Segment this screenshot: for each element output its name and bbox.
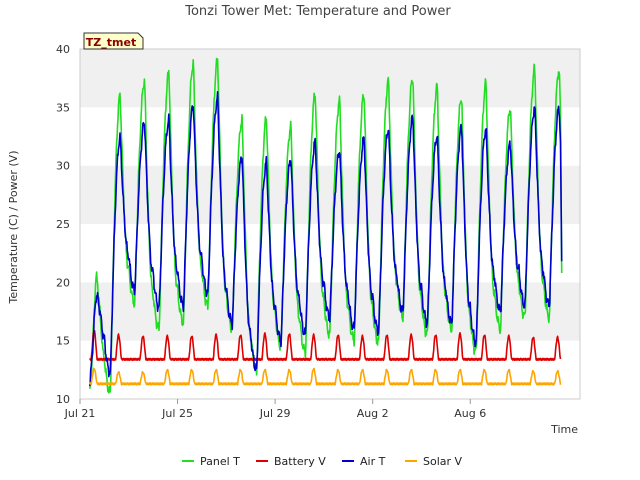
- series-layer: [89, 57, 563, 394]
- x-axis-label: Time: [550, 423, 578, 436]
- y-tick-label: 35: [56, 101, 70, 114]
- series-line-panel-t: [89, 57, 563, 394]
- y-tick-label: 10: [56, 393, 70, 406]
- chart-title: Tonzi Tower Met: Temperature and Power: [184, 4, 451, 19]
- series-line-solar-v: [89, 367, 562, 386]
- y-tick-label: 15: [56, 335, 70, 348]
- y-ticks: 10 15 20 25 30 35 40: [56, 43, 70, 406]
- y-axis-label: Temperature (C) / Power (V): [7, 150, 20, 304]
- series-line-battery-v: [89, 330, 562, 362]
- legend: Panel T Battery V Air T Solar V: [182, 455, 463, 468]
- y-tick-label: 30: [56, 160, 70, 173]
- legend-item: Solar V: [405, 455, 463, 468]
- legend-label: Solar V: [423, 455, 463, 468]
- legend-item: Panel T: [182, 455, 240, 468]
- y-tick-label: 25: [56, 218, 70, 231]
- series-line-air-t: [89, 91, 563, 387]
- y-tick-label: 40: [56, 43, 70, 56]
- x-tick-label: Aug 6: [454, 407, 486, 420]
- legend-label: Panel T: [200, 455, 240, 468]
- grid-band: [80, 49, 580, 108]
- legend-label: Air T: [360, 455, 386, 468]
- plot-frame: [79, 48, 581, 400]
- y-tick-label: 20: [56, 276, 70, 289]
- station-tag: TZ_tmet: [83, 32, 144, 50]
- grid-band: [80, 224, 580, 283]
- x-tick-label: Jul 25: [161, 407, 193, 420]
- x-ticks: Jul 21 Jul 25 Jul 29 Aug 2 Aug 6: [64, 399, 486, 420]
- station-tag-label: TZ_tmet: [86, 36, 136, 49]
- legend-label: Battery V: [274, 455, 326, 468]
- grid-band: [80, 107, 580, 166]
- legend-item: Battery V: [256, 455, 326, 468]
- x-tick-label: Jul 29: [259, 407, 291, 420]
- legend-item: Air T: [342, 455, 386, 468]
- grid-band: [80, 340, 580, 399]
- x-tick-label: Aug 2: [357, 407, 389, 420]
- x-tick-label: Jul 21: [64, 407, 96, 420]
